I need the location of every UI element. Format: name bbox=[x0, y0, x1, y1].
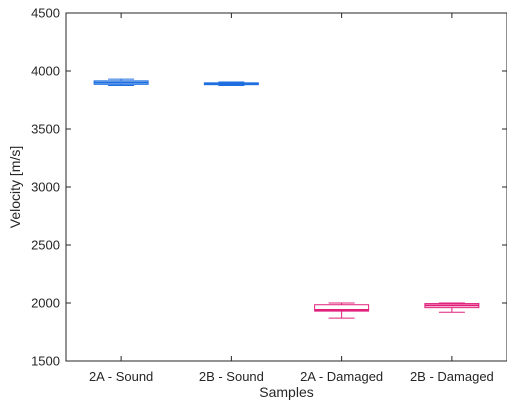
y-tick-label: 3000 bbox=[31, 180, 60, 195]
y-tick-label: 4000 bbox=[31, 64, 60, 79]
y-axis-label: Velocity [m/s] bbox=[7, 146, 23, 228]
y-tick-label: 2500 bbox=[31, 238, 60, 253]
y-tick-label: 2000 bbox=[31, 296, 60, 311]
y-axis: 1500 2000 2500 3000 3500 4000 4500 bbox=[31, 6, 507, 369]
x-tick-label: 2B - Sound bbox=[199, 369, 264, 384]
x-tick-label: 2B - Damaged bbox=[410, 369, 494, 384]
x-axis-label: Samples bbox=[259, 384, 313, 400]
box-series bbox=[93, 78, 480, 319]
y-tick-label: 4500 bbox=[31, 6, 60, 21]
box-4 bbox=[424, 302, 480, 313]
x-tick-label: 2A - Sound bbox=[89, 369, 153, 384]
box-2 bbox=[203, 81, 259, 86]
x-axis: 2A - Sound 2B - Sound 2A - Damaged 2B - Dam… bbox=[89, 13, 494, 384]
y-tick-label: 1500 bbox=[31, 354, 60, 369]
y-tick-label: 3500 bbox=[31, 122, 60, 137]
x-tick-label: 2A - Damaged bbox=[300, 369, 383, 384]
box-3 bbox=[314, 302, 370, 319]
box-iqr bbox=[314, 304, 370, 312]
box-1 bbox=[93, 78, 149, 86]
plot-area bbox=[65, 12, 507, 362]
